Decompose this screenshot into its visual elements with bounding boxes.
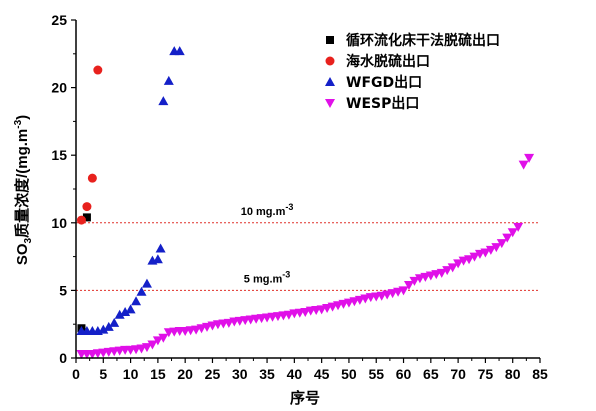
point-s0-1 (82, 213, 91, 222)
x-tick-label-13: 65 (423, 366, 439, 382)
point-s1-1 (82, 202, 92, 212)
point-s2-14 (152, 254, 163, 264)
y-axis-title: SO3质量浓度/(mg.m-3) (13, 115, 34, 265)
points-layer (76, 46, 535, 359)
x-tick-label-9: 45 (314, 366, 330, 382)
point-s3-76 (491, 243, 502, 253)
x-tick-label-10: 50 (341, 366, 357, 382)
x-axis-title: 序号 (290, 389, 320, 407)
point-s3-69 (453, 259, 464, 269)
x-tick-label-1: 5 (99, 366, 107, 382)
legend-label-0: 循环流化床干法脱硫出口 (346, 32, 500, 49)
point-s3-59 (398, 286, 409, 296)
point-s3-67 (442, 266, 453, 276)
x-tick-label-16: 80 (505, 366, 521, 382)
x-tick-label-14: 70 (450, 366, 466, 382)
x-tick-label-12: 60 (396, 366, 412, 382)
point-s3-81 (518, 160, 529, 170)
x-tick-label-5: 25 (205, 366, 221, 382)
legend-label-3: WESP出口 (346, 95, 419, 112)
legend-marker-1 (325, 56, 335, 66)
point-s3-60 (403, 280, 414, 290)
reference-line-label-0: 10 mg.m-3 (241, 202, 294, 218)
y-tick-label-0: 0 (59, 350, 67, 366)
legend-marker-0 (326, 36, 334, 44)
point-s2-8 (120, 307, 131, 317)
y-axis-title-part-c: ) (14, 115, 31, 120)
point-s2-7 (114, 309, 125, 319)
point-s3-66 (436, 268, 447, 278)
reference-line-label-1: 5 mg.m-3 (244, 269, 291, 285)
point-s2-11 (136, 286, 147, 296)
axes-layer: 0 5 10 15 20 25 30 35 40 45 50 55 60 65 70 75 80 85 0 5 10 15… (51, 12, 548, 382)
x-tick-label-7: 35 (259, 366, 275, 382)
point-s2-12 (141, 278, 152, 288)
point-s1-3 (93, 65, 103, 75)
y-tick-label-1: 5 (59, 282, 67, 298)
x-tick-label-0: 0 (72, 366, 80, 382)
x-tick-label-4: 20 (177, 366, 193, 382)
y-axis-title-sup: -3 (13, 119, 24, 128)
ref-lines-layer: 10 mg.m-35 mg.m-3 (76, 202, 540, 291)
x-tick-label-17: 85 (532, 366, 548, 382)
x-tick-label-15: 75 (478, 366, 494, 382)
point-s3-61 (409, 276, 420, 286)
y-axis-title-sub: 3 (23, 237, 34, 243)
point-s3-75 (485, 245, 496, 255)
point-s2-6 (109, 317, 120, 327)
x-tick-label-8: 40 (287, 366, 303, 382)
point-s2-5 (103, 321, 114, 331)
legend-label-2: WFGD出口 (346, 74, 422, 91)
reference-line-label-sup-0: -3 (285, 202, 293, 212)
legend-marker-3 (325, 99, 335, 108)
point-s3-15 (158, 333, 169, 343)
y-tick-label-3: 15 (51, 147, 67, 163)
point-s2-10 (131, 296, 142, 306)
x-tick-label-11: 55 (368, 366, 384, 382)
y-axis-title-part-a: SO (14, 243, 31, 265)
reference-line-label-main-0: 10 mg.m (241, 206, 286, 218)
point-s3-77 (496, 239, 507, 249)
reference-line-label-sup-1: -3 (282, 269, 290, 279)
point-s2-9 (125, 304, 136, 314)
point-s3-13 (147, 340, 158, 350)
point-s1-2 (87, 173, 97, 183)
point-s2-15 (155, 243, 166, 253)
legend-marker-2 (325, 77, 335, 86)
point-s3-74 (480, 248, 491, 258)
point-s2-16 (158, 96, 169, 106)
point-s3-12 (141, 343, 152, 353)
point-s2-4 (98, 324, 109, 334)
point-s2-19 (174, 46, 185, 56)
x-tick-label-3: 15 (150, 366, 166, 382)
point-s3-78 (502, 233, 513, 243)
point-s3-72 (469, 252, 480, 262)
x-tick-label-6: 30 (232, 366, 248, 382)
point-s3-14 (152, 336, 163, 346)
point-s3-71 (464, 255, 475, 265)
point-s3-68 (447, 263, 458, 273)
point-s3-79 (507, 228, 518, 238)
reference-line-label-main-1: 5 mg.m (244, 273, 283, 285)
x-tick-label-2: 10 (123, 366, 139, 382)
y-tick-label-2: 10 (51, 215, 67, 231)
point-s1-0 (76, 215, 86, 225)
y-tick-label-5: 25 (51, 12, 67, 28)
legend-label-1: 海水脱硫出口 (346, 53, 430, 70)
point-s3-82 (524, 153, 535, 163)
y-tick-label-4: 20 (51, 80, 67, 96)
y-axis-title-part-b: 质量浓度/(mg.m (13, 129, 31, 238)
point-s3-80 (513, 222, 524, 232)
point-s2-17 (163, 75, 174, 85)
